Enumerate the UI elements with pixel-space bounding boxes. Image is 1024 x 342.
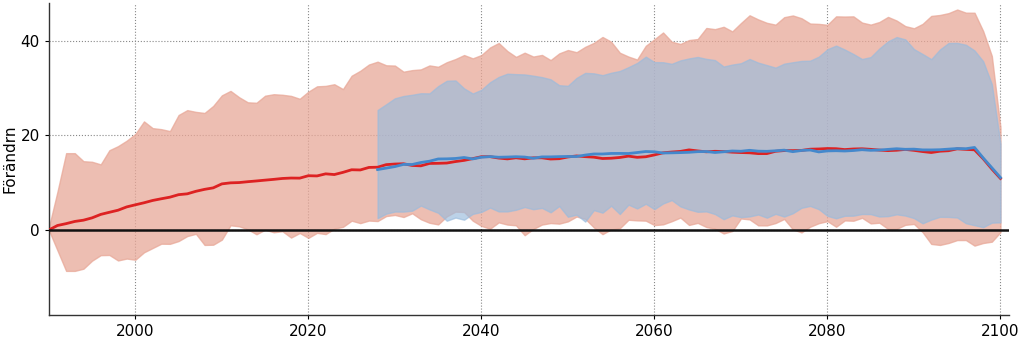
Y-axis label: Förändrn: Förändrn <box>3 125 17 193</box>
